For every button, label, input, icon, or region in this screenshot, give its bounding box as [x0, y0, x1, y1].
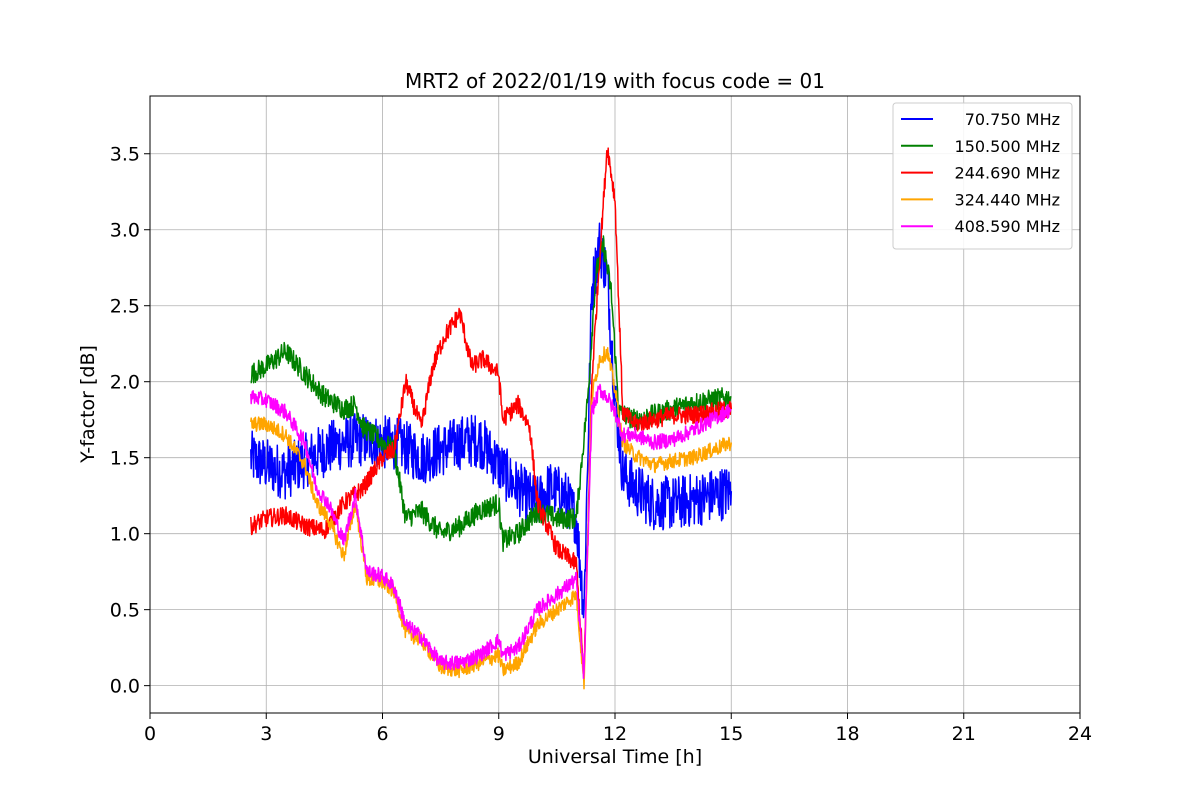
- x-tick-label: 12: [603, 723, 627, 745]
- series-line-5: [250, 383, 732, 680]
- x-tick-label: 15: [719, 723, 743, 745]
- chart-title: MRT2 of 2022/01/19 with focus code = 01: [405, 69, 825, 93]
- y-tick-label: 1.0: [110, 524, 140, 546]
- x-tick-label: 18: [835, 723, 859, 745]
- legend-label: 150.500 MHz: [955, 137, 1060, 156]
- y-tick-label: 0.0: [110, 676, 140, 698]
- x-axis-label: Universal Time [h]: [528, 746, 702, 768]
- legend-box: [892, 102, 1073, 250]
- y-tick-label: 3.5: [110, 144, 140, 166]
- legend-label: 324.440 MHz: [955, 190, 1060, 209]
- series-line-1: [250, 222, 733, 619]
- x-tick-label: 0: [144, 723, 156, 745]
- y-axis-label: Y-factor [dB]: [77, 345, 99, 464]
- x-tick-label: 24: [1068, 723, 1092, 745]
- x-tick-label: 3: [260, 723, 272, 745]
- series-line-3: [250, 147, 733, 676]
- y-tick-label: 3.0: [110, 220, 140, 242]
- x-tick-label: 6: [376, 723, 388, 745]
- series-line-2: [250, 235, 732, 553]
- axis-ticks: 0 3 6 9 12 15 18 21 24 0.0 0.5 1.0 1.5 2.0 2.5 3.0 3.5: [110, 144, 1092, 745]
- series-layer: [250, 147, 733, 690]
- legend-label: 70.750 MHz: [965, 110, 1060, 129]
- legend-label: 408.590 MHz: [955, 217, 1060, 236]
- x-tick-label: 9: [493, 723, 505, 745]
- legend: 70.750 MHz 150.500 MHz 244.690 MHz 324.440 …: [892, 102, 1073, 250]
- y-tick-label: 2.5: [110, 296, 140, 318]
- y-tick-label: 0.5: [110, 600, 140, 622]
- series-line-4: [250, 346, 733, 690]
- legend-label: 244.690 MHz: [955, 164, 1060, 183]
- y-tick-label: 2.0: [110, 372, 140, 394]
- x-tick-label: 21: [952, 723, 976, 745]
- y-tick-label: 1.5: [110, 448, 140, 470]
